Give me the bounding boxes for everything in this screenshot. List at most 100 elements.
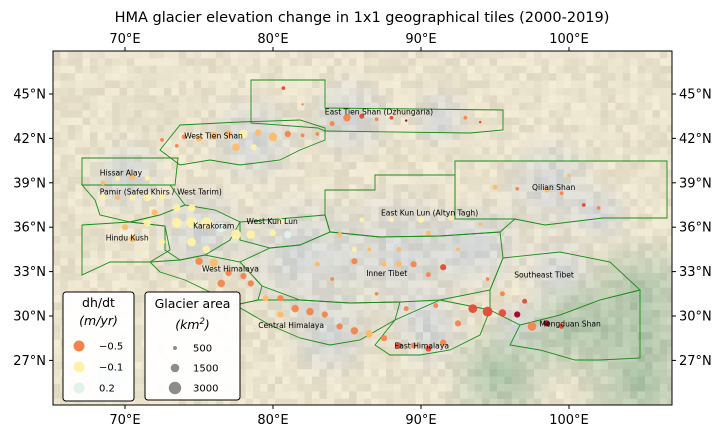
glacier-bubble-slight	[224, 130, 233, 138]
glacier-bubble-negative	[522, 298, 528, 304]
glacier-bubble-near-zero	[200, 217, 212, 229]
glacier-bubble-slight	[255, 129, 262, 136]
glacier-bubble-slight	[337, 232, 343, 238]
glacier-bubble-slight	[544, 187, 550, 193]
glacier-bubble-moderate	[463, 115, 468, 120]
glacier-bubble-slight	[567, 173, 571, 178]
y-tick-label: 30°N	[679, 310, 712, 325]
y-tick-label: 42°N	[679, 132, 712, 147]
glacier-bubble-near-zero	[143, 219, 151, 227]
glacier-bubble-moderate	[217, 279, 225, 288]
glacier-bubble-very-negative	[514, 311, 521, 318]
glacier-bubble-moderate	[195, 257, 203, 265]
glacier-bubble-moderate	[240, 272, 247, 280]
glacier-bubble-near-zero	[187, 204, 196, 212]
glacier-bubble-positive	[284, 230, 292, 239]
outline-east-tien-shan	[250, 79, 504, 134]
legend-dhdt-swatch	[73, 382, 85, 394]
legend-dhdt-label: −0.5	[99, 342, 123, 353]
axis-ticks: 70°E 70°E 80°E 80°E 90°E 90°E 100°E 100°E 45°N 45…	[13, 32, 712, 428]
region-label: East Himalaya	[394, 342, 449, 351]
y-tick-label: 39°N	[679, 176, 712, 191]
legend-area-label: 3000	[193, 384, 218, 395]
x-tick-label: 90°E	[405, 413, 436, 428]
y-tick-label: 45°N	[679, 88, 712, 103]
glacier-bubble-moderate	[485, 277, 490, 281]
glacier-bubble-moderate	[277, 295, 284, 302]
legend-dhdt-unit: (m/yr)	[79, 313, 118, 328]
y-tick-label: 36°N	[679, 221, 712, 236]
region-label: Hindu Kush	[106, 234, 149, 243]
glacier-bubble-very-negative	[404, 119, 408, 122]
glacier-bubble-moderate	[300, 133, 305, 138]
legend-dhdt-item: −0.1	[73, 361, 123, 374]
glacier-bubble-negative	[559, 323, 565, 329]
region-label: East Tien Shan (Dzhungaria)	[325, 108, 433, 117]
glacier-bubble-negative	[581, 203, 586, 207]
glacier-bubble-near-zero	[388, 217, 394, 223]
glacier-bubble-negative	[440, 264, 447, 271]
legend-area-marker	[168, 381, 182, 395]
x-tick-label: 90°E	[405, 32, 436, 47]
legend-area-label: 500	[193, 344, 212, 355]
glacier-bubble-moderate	[515, 186, 520, 191]
y-tick-label: 27°N	[13, 354, 46, 369]
glacier-bubble-slight	[314, 261, 320, 267]
glacier-bubble-moderate	[336, 323, 343, 330]
glacier-bubble-near-zero	[144, 175, 150, 181]
glacier-bubble-slight	[277, 311, 284, 318]
x-tick-label: 100°E	[549, 413, 589, 428]
outline-mengduan-shan	[509, 289, 641, 361]
glacier-bubble-moderate	[160, 138, 164, 142]
x-tick-label: 80°E	[257, 32, 288, 47]
region-label: East Kun Lun (Altyn Tagh)	[381, 208, 478, 217]
y-tick-label: 30°N	[13, 310, 46, 325]
glacier-bubble-negative	[498, 309, 507, 317]
y-tick-label: 42°N	[13, 132, 46, 147]
legend-dhdt-swatch	[73, 361, 85, 373]
legend-dhdt-label: −0.1	[99, 363, 123, 374]
region-label: West Himalaya	[202, 265, 259, 274]
glacier-bubble-slight	[262, 295, 269, 302]
glacier-bubble-moderate	[321, 311, 328, 318]
glacier-bubble-moderate	[596, 206, 601, 210]
legend-area-item: 1500	[170, 364, 218, 375]
glacier-bubble-slight	[478, 222, 483, 227]
glacier-bubble-moderate	[433, 303, 439, 309]
outline-west-tien-shan	[159, 119, 326, 166]
glacier-bubble-near-zero	[129, 194, 136, 201]
glacier-bubble-slight	[268, 132, 278, 142]
region-label: West Tien Shan	[184, 131, 243, 140]
glacier-bubble-slight	[365, 330, 373, 338]
glacier-bubble-moderate	[410, 342, 417, 349]
glacier-bubble-slight	[129, 235, 136, 243]
glacier-bubble-moderate	[329, 121, 335, 127]
glacier-bubble-moderate	[351, 258, 358, 265]
glacier-bubble-moderate	[374, 291, 379, 296]
glacier-bubble-near-zero	[246, 230, 256, 239]
legend-dhdt-item: −0.5	[73, 340, 123, 353]
glacier-bubble-near-zero	[158, 193, 166, 200]
region-label: Inner Tibet	[366, 269, 407, 278]
outline-hissar-alay	[81, 157, 179, 186]
glacier-bubble-near-zero	[115, 175, 121, 181]
glacier-bubble-near-zero	[158, 238, 166, 246]
map-frame	[52, 50, 673, 406]
legend-area-item: 3000	[168, 381, 218, 395]
glacier-bubble-slight	[115, 195, 121, 201]
glacier-bubble-moderate	[315, 132, 320, 136]
glacier-bubble-near-zero	[239, 129, 248, 139]
x-tick-label: 70°E	[109, 32, 140, 47]
glacier-bubble-moderate	[425, 272, 431, 278]
y-tick-label: 36°N	[13, 221, 46, 236]
glacier-bubble-slight	[129, 173, 136, 180]
glacier-bubble-slight	[395, 261, 402, 268]
glacier-bubble-slight	[195, 135, 203, 142]
glacier-bubble-moderate	[380, 335, 388, 342]
glacier-bubble-negative	[281, 86, 286, 90]
glacier-bubble-moderate	[350, 327, 359, 335]
glacier-bubble-slight	[492, 184, 498, 190]
glacier-bubble-slight	[232, 143, 240, 152]
legend-dhdt-label: 0.2	[99, 384, 115, 395]
y-tick-label: 45°N	[13, 88, 46, 103]
